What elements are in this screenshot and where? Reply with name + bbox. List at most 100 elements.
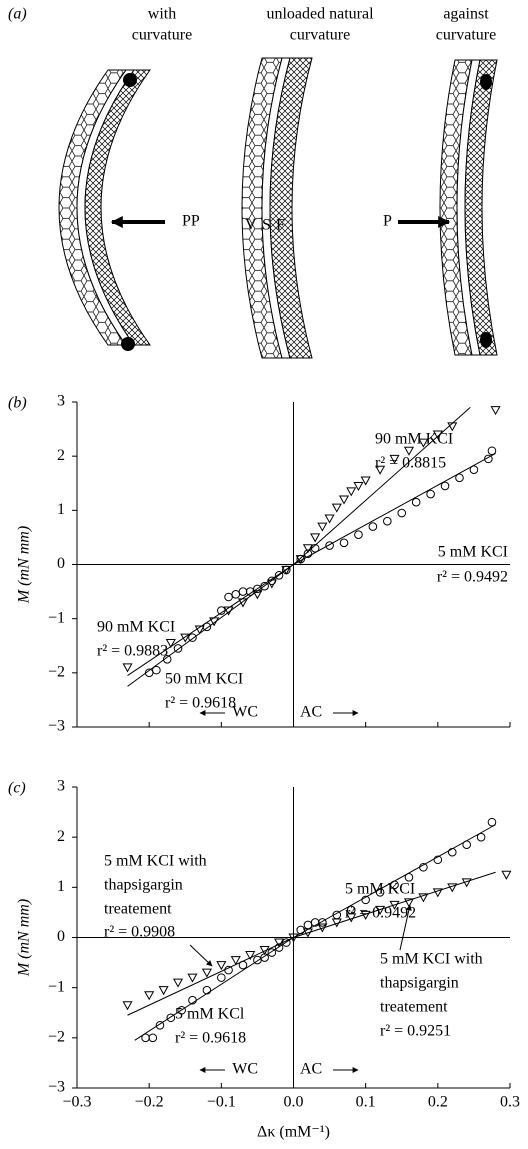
data-point (238, 587, 248, 596)
data-point (375, 465, 386, 475)
data-point (484, 454, 493, 464)
data-point (318, 918, 327, 927)
fit-line (127, 564, 294, 676)
annotation: r² = 0.9883 (97, 643, 168, 660)
data-point (288, 933, 299, 943)
data-point (389, 454, 400, 464)
data-point (476, 832, 486, 842)
data-point (231, 589, 241, 599)
x-tick-label: 0.2 (428, 1094, 448, 1111)
y-tick-label: 2 (57, 447, 65, 464)
data-point (462, 840, 472, 849)
data-point (310, 533, 321, 543)
data-point (274, 943, 284, 952)
chart-panel: (c) M (mN mm) Δκ (mM⁻¹) −3 −2 −1 0 1 2 3 −0.3 −0.2 −… (8, 778, 520, 1141)
data-point (180, 633, 191, 643)
data-point (201, 968, 212, 978)
data-point (432, 888, 443, 898)
panel-a: (a) with curvature unloaded natural curv… (8, 6, 498, 359)
tissue-layer (84, 69, 151, 346)
annotation: 50 mM KCI (165, 671, 243, 688)
data-point (194, 625, 205, 635)
data-point (152, 665, 161, 675)
pin (480, 74, 492, 90)
data-point (202, 985, 212, 995)
data-point (383, 516, 392, 526)
data-point (224, 965, 233, 975)
data-point (274, 571, 284, 580)
layer-label: F (276, 217, 285, 234)
data-point (360, 476, 371, 486)
y-axis-label: M (mN mm) (16, 899, 33, 977)
tissue-layer (464, 59, 498, 356)
data-point (375, 888, 385, 897)
pin (121, 337, 135, 351)
data-point (223, 606, 234, 616)
y-tick-label: 3 (57, 778, 65, 795)
data-point (217, 606, 226, 615)
panel-label: (c) (8, 780, 26, 797)
panel-label: (b) (8, 395, 27, 412)
data-point (361, 895, 370, 905)
column-title: curvature (132, 27, 192, 44)
annotation: r² = 0.9618 (175, 1030, 246, 1047)
annotation: r² = 0.9908 (104, 924, 175, 941)
annotation: AC (300, 1061, 322, 1078)
data-point (281, 938, 291, 947)
data-point (122, 663, 133, 673)
data-point (411, 497, 421, 507)
annotation-arrow (399, 904, 412, 951)
x-tick-label: 0.3 (500, 1094, 520, 1111)
data-point (487, 446, 497, 456)
y-tick-label: 0 (57, 555, 65, 572)
data-point (166, 1013, 176, 1023)
data-point (360, 910, 371, 920)
data-point (368, 522, 378, 531)
annotation-arrow (189, 944, 213, 967)
data-point (418, 893, 429, 903)
data-point (188, 633, 197, 642)
data-point (447, 422, 458, 432)
data-point (455, 473, 464, 483)
y-tick-label: −1 (48, 609, 65, 626)
pin (480, 332, 492, 348)
data-point (403, 446, 415, 456)
data-point (202, 622, 212, 632)
annotation: 5 mM KCI with (380, 951, 483, 968)
data-point (303, 549, 313, 558)
annotation: 5 mM KCI with (104, 853, 207, 870)
force-label: PP (182, 213, 200, 230)
data-point (281, 565, 292, 575)
data-point (324, 514, 335, 524)
column-title: unloaded natural (266, 6, 374, 23)
force-label: P (383, 213, 392, 230)
data-point (339, 538, 349, 548)
annotation: thapsigargin (104, 877, 183, 894)
annotation: thapsigargin (380, 975, 459, 992)
x-axis-label: Δκ (mM⁻¹) (257, 1124, 330, 1141)
data-point (331, 918, 342, 928)
data-point (172, 978, 184, 988)
layer-label: V (245, 217, 257, 234)
data-point (418, 438, 429, 448)
annotation: r² = 0.9618 (165, 695, 236, 712)
data-point (209, 617, 220, 627)
data-point (440, 481, 450, 491)
data-point (188, 995, 197, 1005)
data-point (433, 855, 443, 865)
data-point (245, 951, 256, 961)
y-tick-label: −1 (48, 978, 65, 995)
panel-label: (a) (8, 6, 27, 23)
data-point (487, 817, 497, 827)
data-point (432, 430, 443, 440)
data-point (426, 489, 435, 499)
data-point (252, 590, 263, 600)
data-point (325, 541, 334, 550)
fit-line (127, 937, 294, 1016)
annotation: 5 mM KCl (175, 1006, 245, 1023)
data-point (165, 639, 176, 649)
data-point (173, 644, 183, 653)
y-tick-label: 0 (57, 928, 65, 945)
data-point (310, 543, 320, 553)
